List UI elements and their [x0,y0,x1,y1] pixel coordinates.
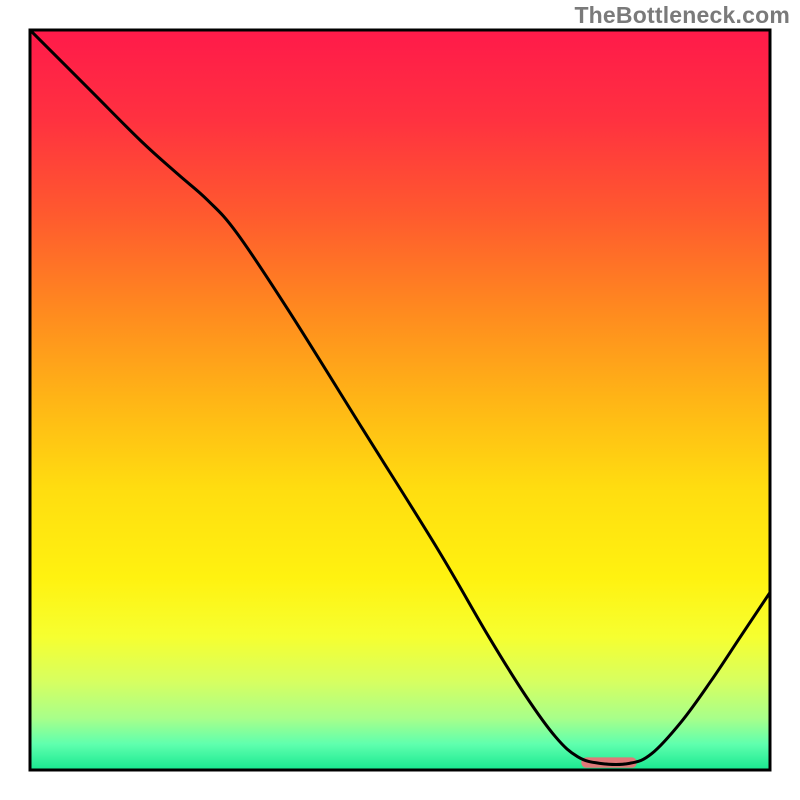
bottleneck-chart [0,0,800,800]
chart-container: { "watermark": { "text": "TheBottleneck.… [0,0,800,800]
watermark-text: TheBottleneck.com [574,2,790,29]
